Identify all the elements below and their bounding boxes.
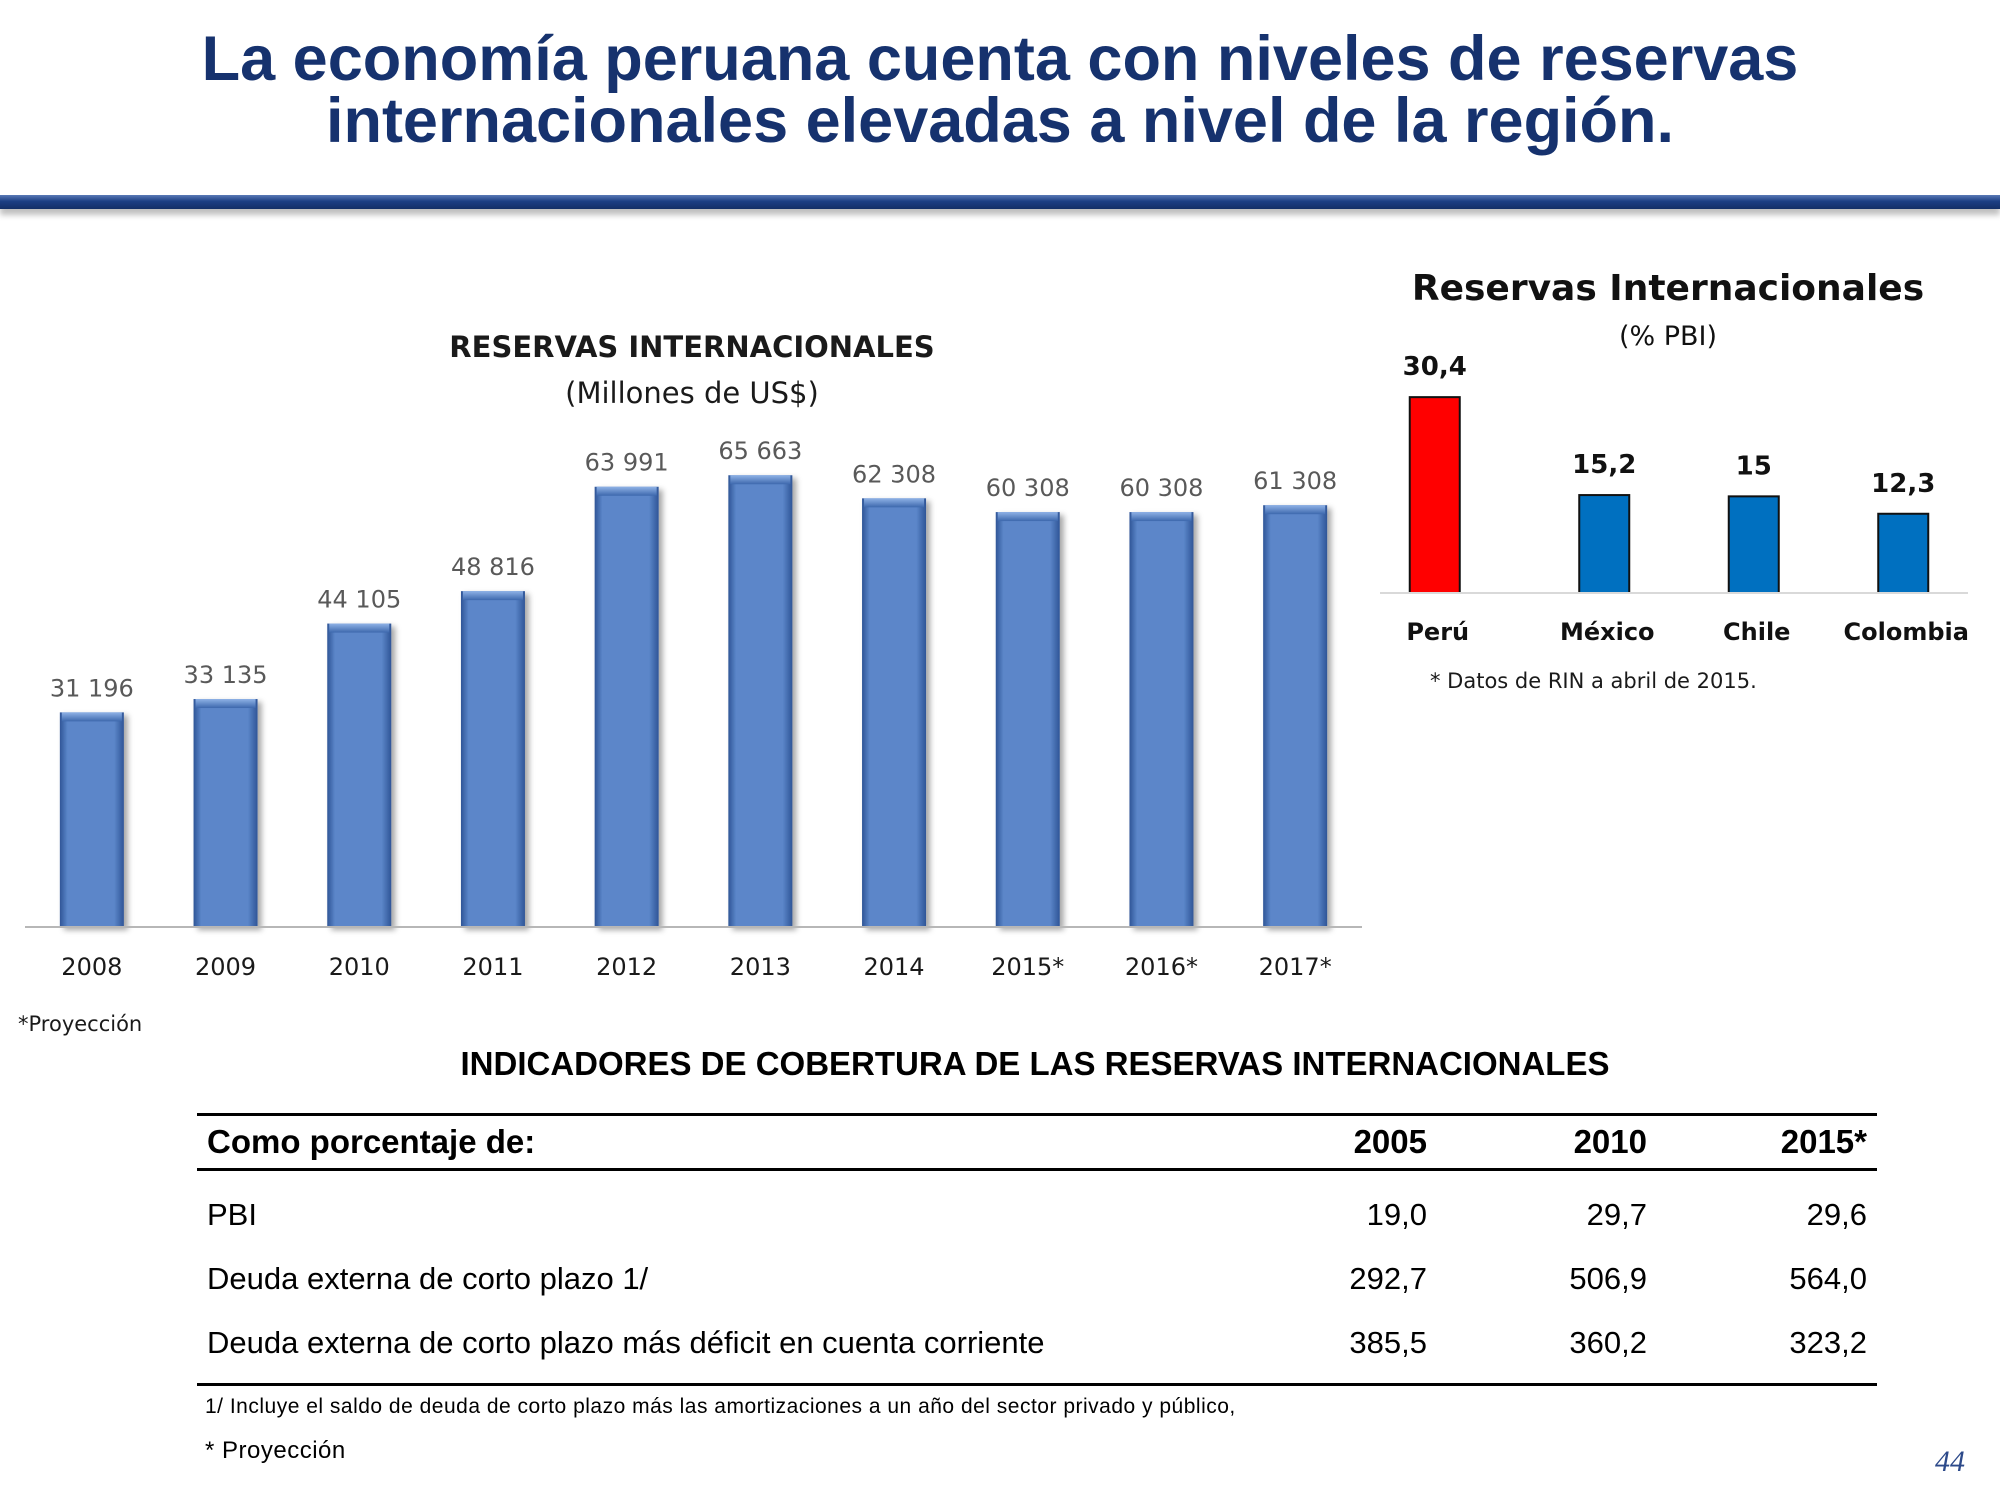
right-chart-x-tick: Colombia: [1844, 618, 1969, 646]
right-chart-x-labels: Perú México Chile Colombia: [1406, 618, 1969, 646]
left-chart-bar-cap: [1265, 505, 1326, 515]
right-chart-x-tick: México: [1560, 618, 1655, 646]
cell-value: 385,5: [1217, 1311, 1437, 1386]
left-chart-data-label: 63 991: [585, 449, 669, 477]
slide-title-line-2: internacionales elevadas a nivel de la r…: [325, 86, 1675, 156]
charts-canvas: RESERVAS INTERNACIONALES (Millones de US…: [18, 268, 1969, 1036]
left-chart-bar: [728, 475, 793, 927]
left-chart-data-label: 48 816: [451, 553, 535, 581]
coverage-table: Como porcentaje de: 2005 2010 2015* PBI …: [197, 1113, 1877, 1386]
left-chart-bar-cap: [997, 512, 1058, 522]
left-chart-x-tick: 2008: [61, 953, 122, 981]
left-chart-x-tick: 2009: [195, 953, 256, 981]
header-label: Como porcentaje de:: [197, 1113, 1217, 1171]
left-chart-data-label: 62 308: [852, 460, 936, 488]
left-chart-x-tick: 2014: [864, 953, 925, 981]
page-number: 44: [1935, 1445, 1965, 1478]
left-chart-x-tick: 2017*: [1259, 953, 1332, 981]
left-chart-data-label: 44 105: [317, 586, 401, 614]
cell-value: 29,6: [1806, 1197, 1867, 1232]
left-chart-bar-cap: [596, 486, 657, 496]
right-chart-bar: [1727, 495, 1780, 595]
right-chart-data-label: 15: [1736, 451, 1772, 481]
left-chart-bar-cap: [462, 591, 523, 601]
coverage-table-header: Como porcentaje de: 2005 2010 2015*: [197, 1113, 1877, 1171]
left-chart-bar: [995, 512, 1060, 927]
table-note-1: 1/ Incluye el saldo de deuda de corto pl…: [205, 1395, 1236, 1418]
left-chart-footnote: *Proyección: [18, 1012, 142, 1036]
left-chart-data-label: 60 308: [986, 474, 1070, 502]
cell-value: 19,0: [1366, 1197, 1427, 1232]
left-chart-x-tick: 2012: [596, 953, 657, 981]
left-chart-bar: [460, 591, 525, 927]
left-chart-bar: [193, 699, 258, 927]
right-chart-subtitle: (% PBI): [1619, 321, 1717, 352]
left-chart-bar-cap: [61, 712, 122, 722]
left-chart-x-tick: 2015*: [991, 953, 1064, 981]
left-chart-x-tick: 2013: [730, 953, 791, 981]
right-chart-bar: [1877, 512, 1930, 595]
cell-value: 506,9: [1569, 1261, 1647, 1296]
row-label: PBI: [207, 1197, 257, 1232]
slide-title: La economía peruana cuenta con niveles d…: [0, 24, 2000, 156]
cell-value: 29,7: [1586, 1197, 1647, 1232]
table-row: PBI 19,0 29,7 29,6: [197, 1170, 1877, 1248]
right-chart-data-label: 30,4: [1403, 352, 1467, 382]
left-chart-bar-cap: [864, 498, 925, 508]
table-row: Deuda externa de corto plazo 1/ 292,7 50…: [197, 1247, 1877, 1311]
header-2010: 2010: [1437, 1113, 1657, 1171]
left-chart-bar-cap: [1131, 512, 1192, 522]
left-chart-bar: [59, 712, 124, 927]
cell-value: 292,7: [1349, 1261, 1427, 1296]
right-chart-footnote: * Datos de RIN a abril de 2015.: [1430, 669, 1757, 693]
left-chart-x-labels: 2008 2009 2010 2011 2012 2013 2014 2015* 2016* 20…: [61, 953, 1331, 981]
cell-value: 564,0: [1789, 1261, 1867, 1296]
left-chart-data-label: 33 135: [184, 661, 268, 689]
left-chart-title: RESERVAS INTERNACIONALES: [449, 330, 934, 364]
right-chart-x-tick: Perú: [1406, 618, 1469, 646]
left-chart-data-label: 31 196: [50, 674, 134, 702]
right-chart-bar: [1408, 396, 1461, 594]
left-chart-bar-cap: [730, 475, 791, 485]
title-divider: [0, 195, 2000, 209]
left-chart-bar: [327, 623, 392, 927]
header-2015: 2015*: [1657, 1113, 1877, 1171]
table-note-2: * Proyección: [205, 1437, 346, 1464]
left-chart-bar-cap: [195, 699, 256, 709]
left-chart-bar: [1129, 512, 1194, 927]
left-chart-data-label: 61 308: [1253, 467, 1337, 495]
left-chart-bar: [862, 498, 927, 927]
left-chart-x-tick: 2016*: [1125, 953, 1198, 981]
right-chart-data-label: 12,3: [1871, 469, 1935, 499]
right-chart-title: Reservas Internacionales: [1412, 268, 1924, 309]
row-label: Deuda externa de corto plazo más déficit…: [197, 1311, 1217, 1386]
slide-title-line-1: La economía peruana cuenta con niveles d…: [201, 24, 1799, 94]
cell-value: 360,2: [1437, 1311, 1657, 1386]
left-chart-subtitle: (Millones de US$): [565, 376, 819, 410]
right-chart-data-label: 15,2: [1572, 450, 1636, 480]
left-chart-x-tick: 2011: [462, 953, 523, 981]
left-chart-data-label: 60 308: [1119, 474, 1203, 502]
right-chart-bar: [1578, 494, 1631, 594]
cell-value: 323,2: [1657, 1311, 1877, 1386]
left-chart-data-label: 65 663: [718, 437, 802, 465]
left-chart-bar: [594, 486, 659, 927]
coverage-table-title: INDICADORES DE COBERTURA DE LAS RESERVAS…: [460, 1045, 1610, 1082]
table-row: Deuda externa de corto plazo más déficit…: [197, 1311, 1877, 1386]
left-chart-x-tick: 2010: [329, 953, 390, 981]
left-chart-bar-cap: [329, 623, 390, 633]
header-2005: 2005: [1217, 1113, 1437, 1171]
left-chart-bars: 31 196 33 135 44 105 48 816 63 991 65 663 62 3…: [50, 437, 1337, 927]
right-chart-bars: 30,4 15,2 15 12,3: [1403, 352, 1935, 595]
right-chart-x-tick: Chile: [1723, 618, 1790, 646]
row-label: Deuda externa de corto plazo 1/: [207, 1261, 649, 1296]
left-chart-bar: [1263, 505, 1328, 927]
